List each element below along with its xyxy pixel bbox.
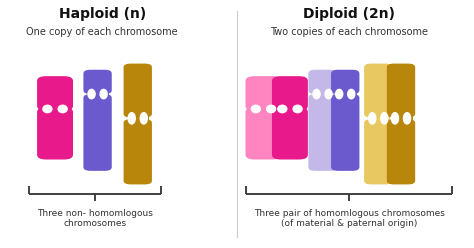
Text: Diploid (2n): Diploid (2n) <box>303 7 395 21</box>
FancyBboxPatch shape <box>397 114 413 123</box>
FancyBboxPatch shape <box>246 107 282 159</box>
FancyBboxPatch shape <box>387 119 415 185</box>
FancyBboxPatch shape <box>272 107 308 159</box>
Ellipse shape <box>88 89 95 99</box>
FancyBboxPatch shape <box>258 106 278 112</box>
FancyBboxPatch shape <box>94 90 109 98</box>
Ellipse shape <box>392 113 399 124</box>
Ellipse shape <box>100 89 107 99</box>
Ellipse shape <box>278 105 287 113</box>
Ellipse shape <box>58 105 67 113</box>
FancyBboxPatch shape <box>246 76 282 111</box>
Ellipse shape <box>251 105 260 113</box>
FancyBboxPatch shape <box>364 63 392 118</box>
Ellipse shape <box>403 113 410 124</box>
FancyBboxPatch shape <box>285 106 305 112</box>
FancyBboxPatch shape <box>364 119 392 185</box>
FancyBboxPatch shape <box>37 107 73 159</box>
Text: Three non- homomlogous
chromosomes: Three non- homomlogous chromosomes <box>37 209 153 228</box>
Ellipse shape <box>348 89 355 99</box>
Ellipse shape <box>43 105 52 113</box>
FancyBboxPatch shape <box>331 94 359 171</box>
Ellipse shape <box>140 113 147 124</box>
Ellipse shape <box>369 113 376 124</box>
FancyBboxPatch shape <box>83 94 112 171</box>
Text: One copy of each chromosome: One copy of each chromosome <box>27 27 178 37</box>
Ellipse shape <box>266 105 275 113</box>
FancyBboxPatch shape <box>83 70 112 94</box>
Ellipse shape <box>381 113 388 124</box>
Ellipse shape <box>313 89 320 99</box>
Ellipse shape <box>293 105 302 113</box>
FancyBboxPatch shape <box>374 114 390 123</box>
FancyBboxPatch shape <box>387 63 415 118</box>
FancyBboxPatch shape <box>124 119 152 185</box>
Text: Three pair of homomlogous chromosomes
(of material & paternal origin): Three pair of homomlogous chromosomes (o… <box>254 209 445 228</box>
Text: Haploid (n): Haploid (n) <box>59 7 146 21</box>
FancyBboxPatch shape <box>309 70 337 94</box>
Text: Two copies of each chromosome: Two copies of each chromosome <box>271 27 428 37</box>
FancyBboxPatch shape <box>124 63 152 118</box>
FancyBboxPatch shape <box>50 106 70 112</box>
Ellipse shape <box>128 113 135 124</box>
FancyBboxPatch shape <box>341 90 357 98</box>
FancyBboxPatch shape <box>319 90 334 98</box>
FancyBboxPatch shape <box>37 76 73 111</box>
FancyBboxPatch shape <box>331 70 359 94</box>
Ellipse shape <box>336 89 343 99</box>
FancyBboxPatch shape <box>134 114 149 123</box>
FancyBboxPatch shape <box>272 76 308 111</box>
Ellipse shape <box>325 89 332 99</box>
FancyBboxPatch shape <box>309 94 337 171</box>
